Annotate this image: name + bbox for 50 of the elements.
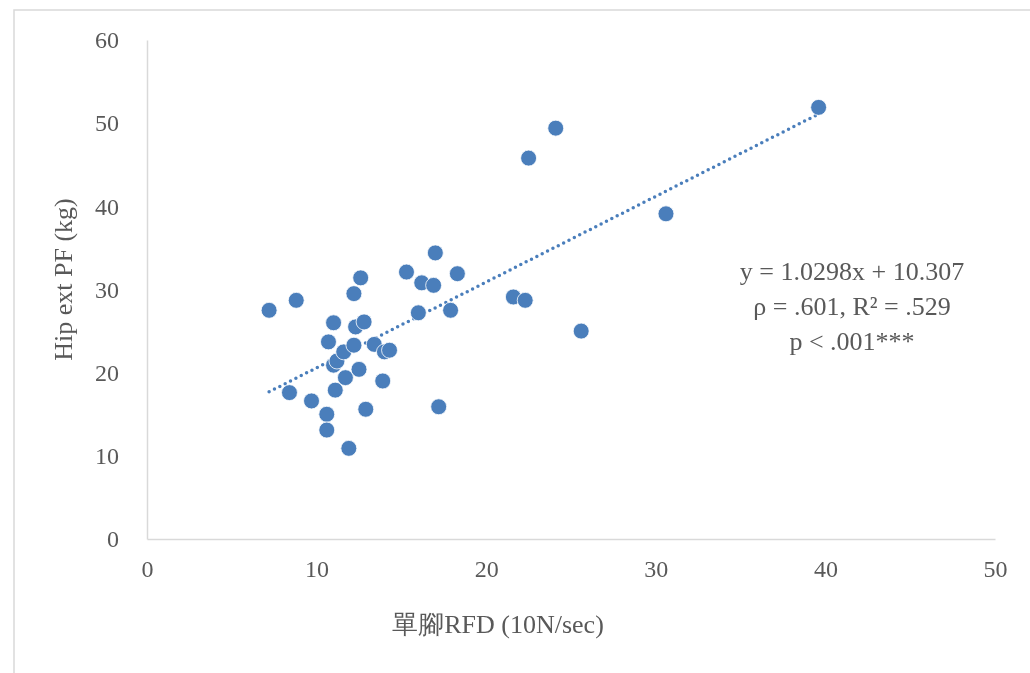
point: [350, 360, 368, 378]
point: [303, 392, 320, 410]
point: [398, 263, 415, 281]
point: [572, 322, 590, 340]
x-tick-label: 40: [813, 555, 838, 582]
point: [810, 99, 827, 116]
y-tick-label: 0: [107, 526, 119, 553]
point: [340, 439, 358, 457]
y-tick-label: 50: [95, 110, 119, 137]
y-tick-label: 40: [95, 193, 119, 220]
x-tick-label: 10: [305, 555, 330, 582]
x-tick-label: 50: [983, 555, 1008, 582]
point: [547, 119, 565, 137]
x-tick-label: 0: [141, 555, 154, 582]
point: [355, 313, 373, 331]
point: [326, 381, 344, 399]
point: [345, 285, 363, 303]
point: [281, 384, 298, 401]
point: [318, 421, 336, 439]
point: [409, 304, 427, 322]
point: [320, 333, 337, 351]
point: [260, 301, 278, 319]
point: [520, 149, 537, 167]
point: [374, 372, 392, 390]
annotation: y = 1.0298x + 10.307: [739, 257, 965, 286]
y-tick-label: 60: [95, 27, 119, 54]
point: [287, 291, 305, 309]
point: [357, 400, 375, 418]
point: [337, 369, 354, 387]
point: [318, 405, 336, 423]
point: [448, 265, 466, 283]
point: [425, 276, 442, 294]
point: [430, 398, 448, 416]
point: [381, 341, 398, 359]
y-tick-label: 20: [95, 359, 119, 386]
point: [345, 336, 363, 354]
y-tick-label: 30: [95, 276, 119, 303]
y-axis-title: Hip ext PF (kg): [49, 198, 78, 361]
y-tick-label: 10: [95, 443, 119, 470]
point: [657, 205, 675, 223]
point: [516, 291, 534, 309]
x-axis-title: 單腳RFD (10N/sec): [392, 610, 604, 639]
point: [442, 301, 459, 319]
point: [352, 269, 370, 287]
point: [325, 314, 342, 332]
x-tick-label: 20: [474, 555, 499, 582]
annotation: ρ = .601, R² = .529: [753, 292, 951, 321]
point: [426, 244, 444, 262]
annotation: p < .001***: [789, 327, 915, 356]
x-tick-label: 30: [644, 555, 669, 582]
